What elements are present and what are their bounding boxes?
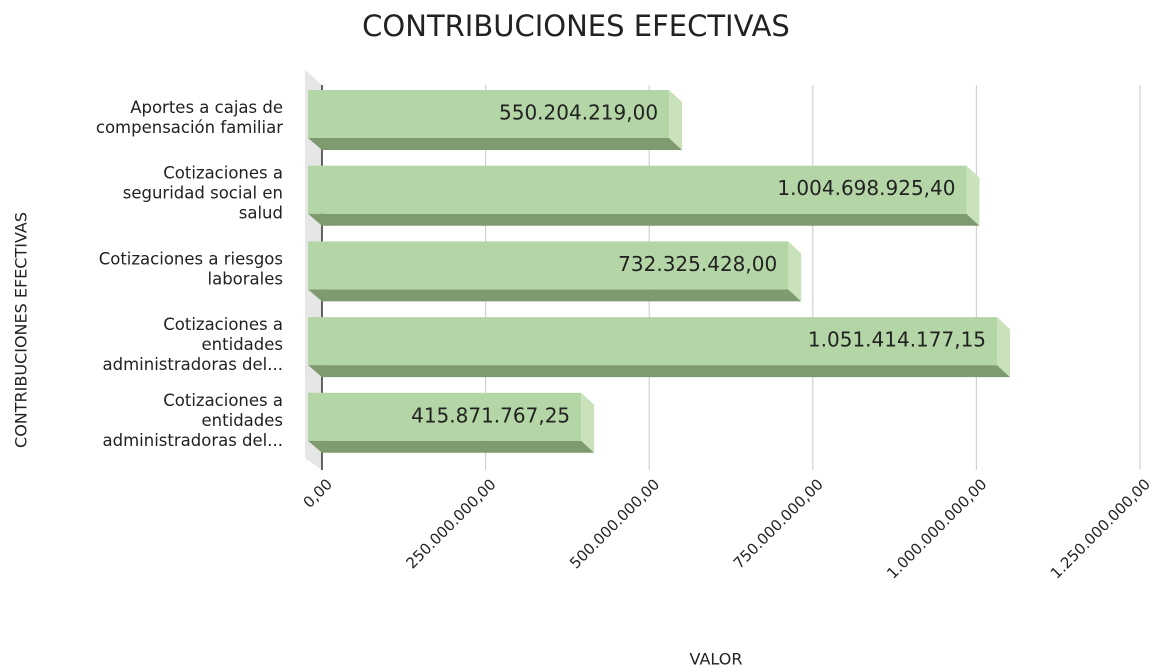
bar-side xyxy=(788,241,802,302)
data-label: 1.004.698.925,40 xyxy=(777,176,955,200)
data-label: 1.051.414.177,15 xyxy=(808,328,986,352)
y-tick-label: Cotizaciones a riesgos laborales xyxy=(99,249,283,288)
bar-bottom xyxy=(308,440,595,453)
data-label: 550.204.219,00 xyxy=(499,101,658,125)
bar-side xyxy=(669,90,683,150)
x-tick-label: 500.000.000,00 xyxy=(566,475,663,572)
bar-bottom xyxy=(308,289,802,302)
x-tick-label: 250.000.000,00 xyxy=(403,475,500,572)
data-label: 415.871.767,25 xyxy=(411,403,570,427)
bar xyxy=(308,165,967,214)
y-tick-label: Cotizaciones a entidades administradoras d… xyxy=(103,315,284,374)
y-tick-label: Cotizaciones a entidades administradoras d… xyxy=(103,390,284,449)
bar xyxy=(308,317,998,366)
x-tick-label: 1.000.000.000,00 xyxy=(883,475,990,582)
bar-side xyxy=(997,317,1011,378)
bar xyxy=(308,90,670,138)
y-tick-label: Cotizaciones a seguridad social en salud xyxy=(123,163,283,222)
data-label: 732.325.428,00 xyxy=(618,252,777,276)
bar-side xyxy=(581,392,595,453)
bar xyxy=(308,392,582,441)
y-tick-label: Aportes a cajas de compensación familiar xyxy=(96,98,283,137)
bar-side xyxy=(966,165,980,226)
x-tick-label: 0,00 xyxy=(300,475,336,511)
x-tick-label: 1.250.000.000,00 xyxy=(1047,475,1154,582)
bar-bottom xyxy=(308,365,1011,378)
x-tick-label: 750.000.000,00 xyxy=(730,475,827,572)
x-axis-title: VALOR xyxy=(690,650,743,669)
chart-title: CONTRIBUCIONES EFECTIVAS xyxy=(362,9,790,43)
bar-bottom xyxy=(308,213,980,226)
y-axis-title: CONTRIBUCIONES EFECTIVAS xyxy=(12,212,31,448)
bar xyxy=(308,241,789,290)
bar-bottom xyxy=(308,138,683,150)
